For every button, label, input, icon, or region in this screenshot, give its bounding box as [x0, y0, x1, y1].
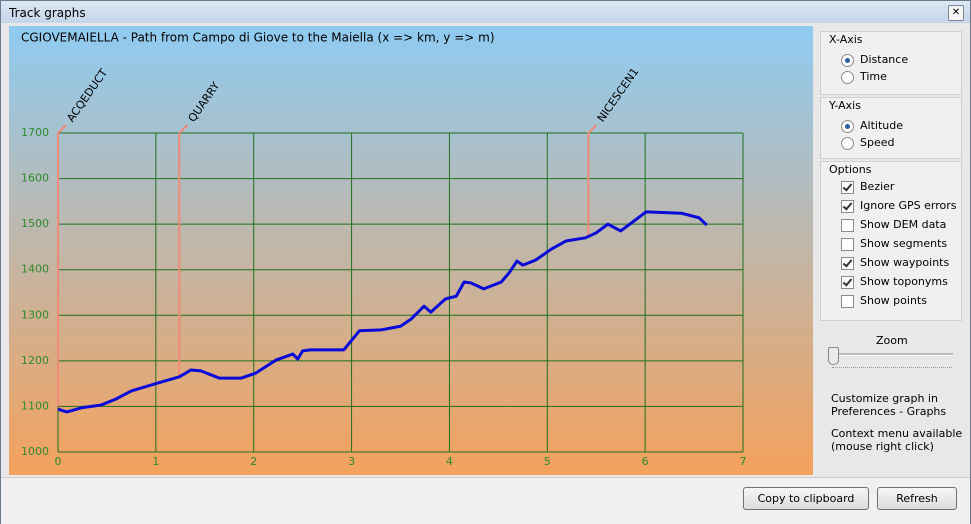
help-text: (mouse right click) [831, 440, 934, 453]
checkbox[interactable] [841, 295, 854, 308]
checkbox[interactable] [841, 200, 854, 213]
waypoint-marker [178, 124, 189, 377]
y-tick-label: 1600 [21, 172, 49, 185]
option-label[interactable]: Ignore GPS errors [860, 199, 957, 212]
radio-button[interactable] [841, 71, 854, 84]
group-title: Y-Axis [829, 99, 861, 112]
waypoint-marker [57, 124, 67, 407]
option-label[interactable]: Distance [860, 53, 909, 66]
option-label[interactable]: Show DEM data [860, 218, 947, 231]
option-label[interactable]: Show waypoints [860, 256, 950, 269]
chart: CGIOVEMAIELLA - Path from Campo di Giove… [9, 26, 813, 475]
x-tick-label: 4 [446, 455, 453, 468]
waypoint-marker [587, 124, 598, 238]
option-label[interactable]: Show segments [860, 237, 948, 250]
window-title: Track graphs [9, 6, 86, 20]
button[interactable]: Copy to clipboard [743, 487, 869, 510]
y-tick-label: 1000 [21, 445, 49, 458]
y-tick-label: 1100 [21, 399, 49, 412]
option-label[interactable]: Bezier [860, 180, 895, 193]
zoom-label: Zoom [876, 334, 908, 347]
option-label[interactable]: Speed [860, 136, 895, 149]
title-bar: Track graphs ✕ [1, 1, 970, 23]
option-label[interactable]: Show points [860, 294, 927, 307]
y-tick-label: 1500 [21, 217, 49, 230]
altitude-line [57, 210, 708, 414]
group-title: X-Axis [829, 33, 863, 46]
group-title: Options [829, 163, 872, 176]
checkbox[interactable] [841, 276, 854, 289]
option-label[interactable]: Show toponyms [860, 275, 948, 288]
x-tick-label: 5 [544, 455, 551, 468]
help-text: Preferences - Graphs [831, 405, 947, 418]
zoom-track [831, 353, 953, 356]
checkbox[interactable] [841, 219, 854, 232]
help-text: Context menu available [831, 427, 963, 440]
help-text: Customize graph in [831, 392, 938, 405]
x-tick-label: 1 [152, 455, 159, 468]
checkbox[interactable] [841, 238, 854, 251]
close-button[interactable]: ✕ [948, 5, 964, 21]
radio-button[interactable] [841, 120, 854, 133]
y-tick-label: 1200 [21, 354, 49, 367]
button[interactable]: Refresh [877, 487, 957, 510]
radio-button[interactable] [841, 137, 854, 150]
x-tick-label: 2 [250, 455, 257, 468]
option-label[interactable]: Altitude [860, 119, 903, 132]
x-tick-label: 6 [642, 455, 649, 468]
y-tick-label: 1400 [21, 263, 49, 276]
radio-button[interactable] [841, 54, 854, 67]
zoom-slider[interactable] [828, 347, 839, 365]
x-tick-label: 3 [348, 455, 355, 468]
y-tick-label: 1700 [21, 126, 49, 139]
chart-background [9, 26, 813, 475]
chart-title: CGIOVEMAIELLA - Path from Campo di Giove… [21, 31, 495, 45]
checkbox[interactable] [841, 181, 854, 194]
y-tick-label: 1300 [21, 308, 49, 321]
x-tick-label: 0 [55, 455, 62, 468]
checkbox[interactable] [841, 257, 854, 270]
x-tick-label: 7 [740, 455, 747, 468]
option-label[interactable]: Time [860, 70, 887, 83]
zoom-scale [832, 367, 952, 370]
